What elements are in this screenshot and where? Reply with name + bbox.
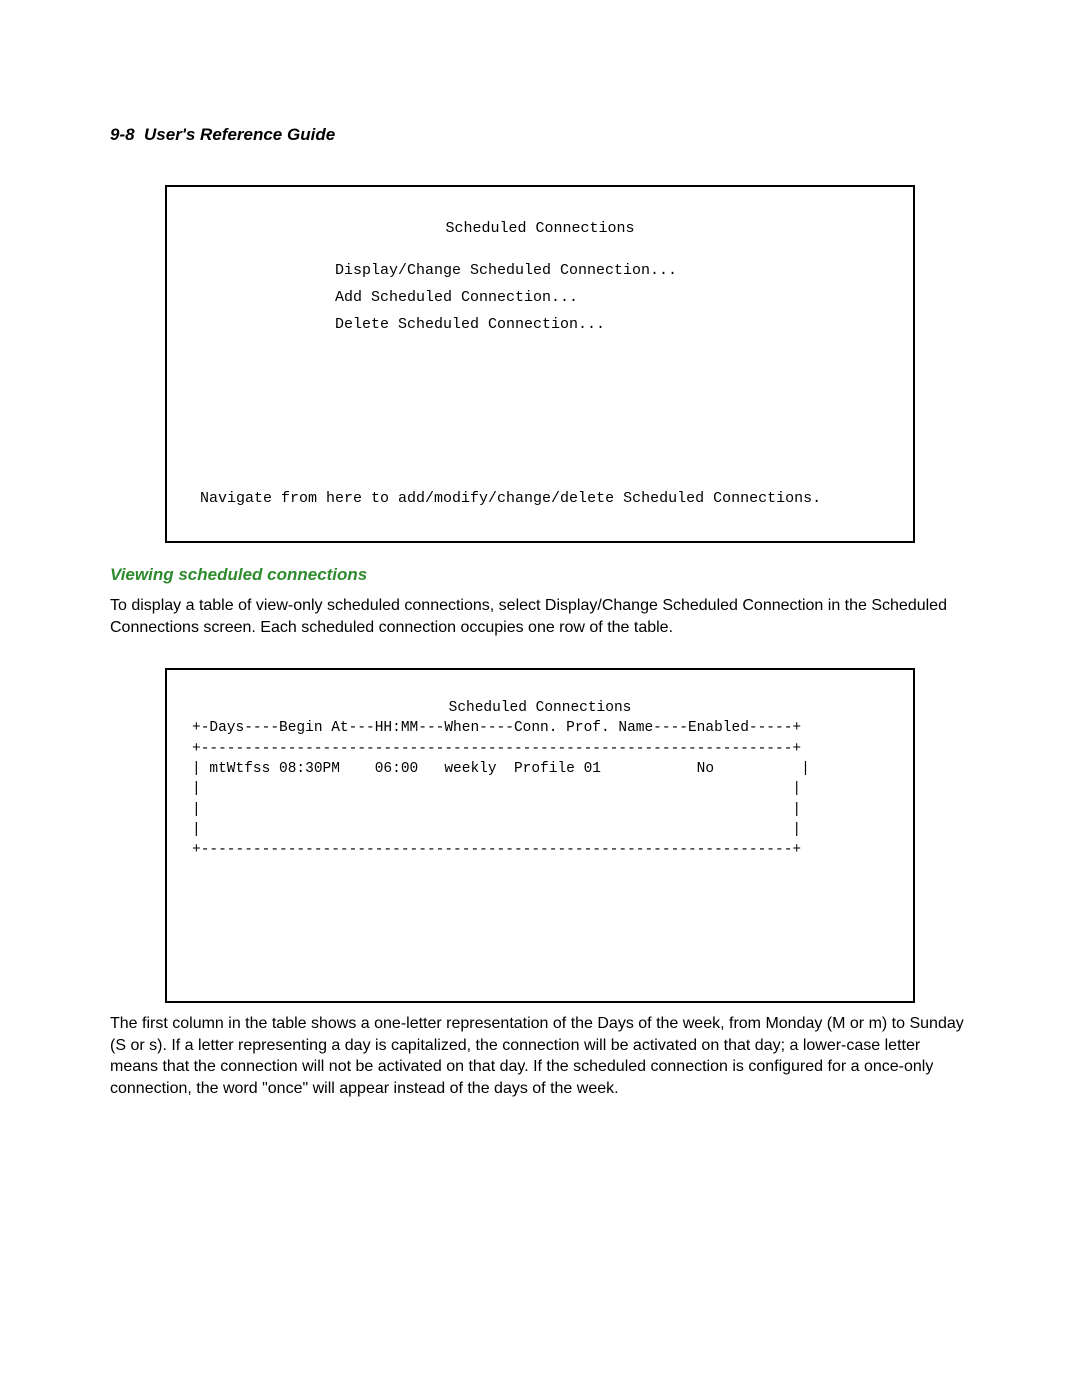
terminal-screen-table: Scheduled Connections+-Days----Begin At-… (165, 668, 915, 1003)
table-row-empty: | | (192, 779, 888, 799)
table-row-empty: | | (192, 800, 888, 820)
table-header-row: +-Days----Begin At---HH:MM---When----Con… (192, 718, 888, 738)
menu-item-add: Add Scheduled Connection... (335, 286, 885, 310)
table-divider-bottom: +---------------------------------------… (192, 840, 888, 860)
page-number: 9-8 (110, 125, 135, 144)
page-header: 9-8 User's Reference Guide (110, 125, 970, 145)
terminal-screen-menu: Scheduled Connections Display/Change Sch… (165, 185, 915, 543)
table-row-empty: | | (192, 820, 888, 840)
section-heading: Viewing scheduled connections (110, 565, 970, 585)
paragraph-intro: To display a table of view-only schedule… (110, 595, 970, 638)
header-title: User's Reference Guide (144, 125, 335, 144)
terminal-title: Scheduled Connections (195, 217, 885, 241)
terminal2-title: Scheduled Connections (192, 698, 888, 718)
terminal-footer-text: Navigate from here to add/modify/change/… (195, 487, 885, 511)
paragraph-explanation: The first column in the table shows a on… (110, 1013, 970, 1099)
terminal-menu: Display/Change Scheduled Connection... A… (195, 259, 885, 337)
menu-item-display-change: Display/Change Scheduled Connection... (335, 259, 885, 283)
menu-item-delete: Delete Scheduled Connection... (335, 313, 885, 337)
table-divider-top: +---------------------------------------… (192, 739, 888, 759)
table-row: | mtWtfss 08:30PM 06:00 weekly Profile 0… (192, 759, 888, 779)
